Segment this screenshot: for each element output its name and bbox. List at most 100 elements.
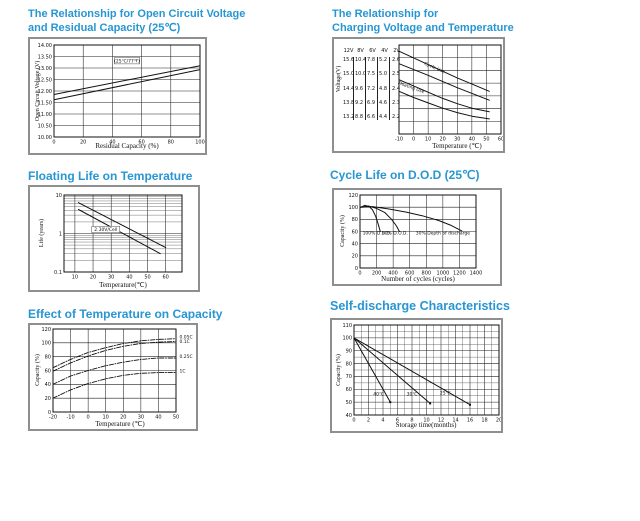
series-ocv-upper — [53, 65, 201, 95]
x-tick-label: 60 — [138, 140, 144, 146]
series-rate-0.1C — [52, 341, 177, 372]
y-tick-label: 70 — [346, 374, 352, 380]
x-tick-label: -10 — [67, 415, 75, 421]
x-axis-label: Residual Capacity (%) — [95, 142, 159, 150]
y-tick-label: 20 — [352, 254, 358, 260]
y-tick-label: 60 — [346, 387, 352, 393]
x-tick-label: 800 — [422, 271, 432, 277]
x-tick-label: 1200 — [453, 271, 466, 277]
svg-text:100% D.O.D.: 100% D.O.D. — [363, 231, 392, 237]
y-tick-label: 100 — [348, 205, 358, 211]
y-tick-label: 20 — [45, 396, 51, 402]
y-tick-label: 60 — [45, 368, 51, 374]
y-axis-label: Capacity (%) — [336, 354, 342, 386]
series-end-marker — [389, 401, 392, 404]
y-tick-label: 120 — [41, 327, 51, 333]
y-axis-label: Life (years) — [39, 218, 45, 248]
x-tick-label: -20 — [49, 415, 57, 421]
x-tick-label: 60 — [163, 275, 169, 281]
x-tick-label: 2 — [367, 418, 370, 424]
voltage-scale-12V: 12V 15.6 15.0 14.4 13.8 13.2 — [343, 48, 355, 120]
chart-title-ocv-residual: The Relationship for Open Circuit Voltag… — [28, 8, 245, 35]
x-axis-label: Number of cycles (cycles) — [381, 275, 455, 283]
x-tick-label: 30 — [454, 137, 460, 143]
x-tick-label: 1000 — [437, 271, 450, 277]
ocv-residual-chart: 0 20 40 60 80 100 14.00 13.50 13.00 12.50 12.00 11.… — [28, 37, 207, 155]
y-tick-label: 12.00 — [38, 89, 52, 95]
y-tick-label: 11.50 — [38, 100, 52, 106]
y-tick-label: 110 — [342, 323, 352, 329]
y-tick-label: 120 — [348, 193, 358, 199]
series-floating-use-upper — [398, 79, 490, 113]
y-tick-label: 0 — [48, 410, 51, 416]
x-tick-label: -10 — [395, 137, 403, 143]
y-tick-label: 13.00 — [38, 66, 52, 72]
cycle-life-chart: 0 200 400 600 800 1000 1200 1400 0 20 40 60 80 100 120… — [332, 188, 502, 286]
y-tick-label: 90 — [346, 349, 352, 355]
x-tick-label: 0 — [352, 418, 355, 424]
y-tick-label: 0 — [355, 266, 358, 272]
y-axis-label: Capacity (%) — [35, 354, 41, 386]
x-tick-label: 30 — [108, 275, 114, 281]
series-dod-50 — [360, 205, 400, 232]
annotation: 25℃ — [440, 390, 451, 396]
floating-life-chart: 10 20 30 40 50 60 10 1 0.1 2.30V/Cell Life (years… — [28, 185, 200, 292]
y-tick-label: 13.50 — [38, 54, 52, 60]
voltage-scale-2V: 2V 2.6 2.5 2.4 2.3 2.2 — [392, 48, 400, 120]
x-tick-label: 0 — [87, 415, 90, 421]
chart-title-self-discharge: Self-discharge Characteristics — [330, 299, 510, 314]
y-tick-label: 100 — [41, 341, 51, 347]
y-axis-label: Open Circuit Voltage (V) — [35, 60, 41, 122]
svg-text:50% D.O.D.: 50% D.O.D. — [382, 231, 408, 237]
x-axis-label: Temperature(℃) — [99, 281, 147, 289]
svg-text:1C: 1C — [180, 369, 186, 375]
voltage-scale-8V: 8V 10.4 10.0 9.6 9.2 8.8 — [355, 48, 367, 120]
x-tick-label: 50 — [144, 275, 150, 281]
x-tick-label: 10 — [72, 275, 78, 281]
y-axis-label: Capacity (%) — [340, 215, 346, 247]
svg-text:30℃: 30℃ — [407, 392, 418, 398]
series-temp-25C — [353, 337, 471, 406]
x-tick-label: 30 — [138, 415, 144, 421]
y-tick-label: 0.1 — [54, 270, 62, 276]
x-tick-label: 1400 — [470, 271, 483, 277]
series-end-marker — [429, 402, 432, 405]
x-tick-label: 50 — [483, 137, 489, 143]
y-tick-label: 40 — [346, 413, 352, 419]
svg-text:25℃: 25℃ — [440, 390, 451, 396]
y-tick-label: 11.00 — [38, 112, 52, 118]
x-tick-label: 600 — [405, 271, 415, 277]
svg-text:0.25C: 0.25C — [180, 354, 193, 360]
series-ocv-lower — [53, 69, 201, 101]
x-tick-label: 40 — [126, 275, 132, 281]
x-tick-label: 10 — [103, 415, 109, 421]
x-tick-label: 400 — [388, 271, 398, 277]
title-line: Self-discharge Characteristics — [330, 299, 510, 313]
x-tick-label: 8 — [410, 418, 413, 424]
y-axis-label: Voltage(V) — [336, 65, 342, 93]
chart-title-charging-voltage: The Relationship for Charging Voltage an… — [332, 8, 514, 35]
x-tick-label: 14 — [452, 418, 458, 424]
series-end-marker — [469, 403, 471, 406]
y-tick-label: 1 — [59, 231, 62, 237]
cycle-life-plot: 0 200 400 600 800 1000 1200 1400 0 20 40 60 80 100 120… — [348, 193, 483, 277]
x-tick-label: 80 — [168, 140, 174, 146]
y-tick-label: 80 — [352, 217, 358, 223]
svg-text:30% Depth of discharge: 30% Depth of discharge — [416, 231, 470, 237]
series-dod-30 — [360, 206, 463, 232]
annotation: 40℃ — [373, 392, 384, 398]
x-axis-label: Temperature (℃) — [95, 420, 145, 428]
x-tick-label: 4 — [381, 418, 384, 424]
temperature-capacity-chart: -20 -10 0 10 20 30 40 50 0 20 40 60 80 100 120 0.05C 0.1… — [28, 323, 198, 431]
svg-text:(25℃/77℉): (25℃/77℉) — [114, 58, 140, 64]
y-tick-label: 14.00 — [38, 43, 52, 49]
floating-life-plot: 10 20 30 40 50 60 10 1 0.1 2.30V/Cell — [54, 193, 183, 281]
annotation: 0.1C — [180, 339, 190, 345]
title-line: Cycle Life on D.O.D (25℃) — [330, 168, 480, 182]
x-tick-label: 40 — [469, 137, 475, 143]
title-line: and Residual Capacity (25℃) — [28, 21, 181, 34]
x-tick-label: 40 — [109, 140, 115, 146]
annotation: 100% D.O.D. — [363, 231, 392, 237]
title-line: The Relationship for — [332, 8, 439, 20]
